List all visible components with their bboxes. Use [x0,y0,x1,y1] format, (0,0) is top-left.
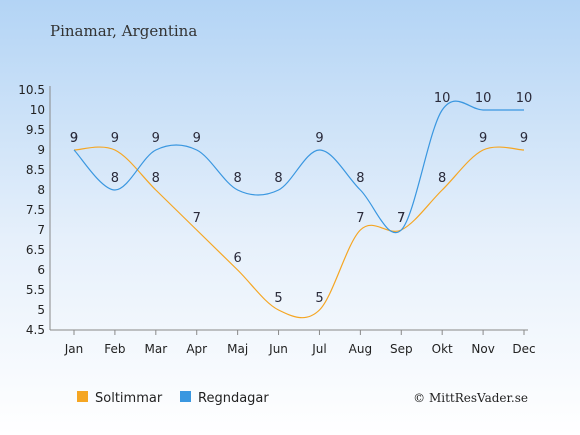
y-tick-label: 5 [37,303,45,317]
data-label-soltimmar: 9 [520,131,528,146]
data-label-regndagar: 8 [111,171,119,186]
y-tick-label: 7 [37,223,45,237]
data-label-regndagar: 10 [516,91,533,106]
y-tick-label: 9 [37,143,45,157]
x-tick-label: Apr [186,342,207,356]
data-label-regndagar: 8 [233,171,241,186]
data-label-soltimmar: 8 [438,171,446,186]
legend-swatch-regndagar [180,391,191,402]
data-label-soltimmar: 8 [152,171,160,186]
y-tick-label: 8.5 [26,163,45,177]
legend-label-regndagar: Regndagar [198,391,269,406]
data-label-soltimmar: 9 [111,131,119,146]
y-axis-ticks: 10.5 10 9.5 9 8.5 8 7.5 7 6.5 6 5.5 5 4.5 [18,83,45,337]
y-tick-label: 10 [30,103,45,117]
x-tick-label: Jan [64,342,84,356]
data-label-soltimmar: 9 [479,131,487,146]
data-label-regndagar: 8 [356,171,364,186]
y-tick-label: 9.5 [26,123,45,137]
x-tick-label: Mar [144,342,167,356]
legend: Soltimmar Regndagar [77,391,269,406]
y-tick-label: 8 [37,183,45,197]
data-label-regndagar: 9 [152,131,160,146]
legend-swatch-soltimmar [77,391,88,402]
data-label-soltimmar: 5 [274,291,282,306]
series-line-regndagar [73,100,524,234]
x-tick-label: Okt [432,342,453,356]
data-label-regndagar: 10 [475,91,492,106]
series-line-soltimmar [73,146,525,319]
copyright: © MittResVader.se [413,391,528,405]
x-tick-label: Aug [349,342,372,356]
x-tick-label: Maj [227,342,248,356]
x-tick-label: Nov [471,342,494,356]
y-tick-label: 6 [37,263,45,277]
x-tick-label: Jun [268,342,288,356]
x-tick-label: Dec [512,342,535,356]
data-label-regndagar: 9 [193,131,201,146]
data-label-regndagar: 9 [70,131,78,146]
data-label-soltimmar: 9 [70,131,78,146]
data-label-soltimmar: 7 [193,211,201,226]
data-label-regndagar: 9 [315,131,323,146]
x-tick-label: Sep [390,342,413,356]
y-tick-label: 10.5 [18,83,45,97]
data-label-regndagar: 8 [274,171,282,186]
chart-title: Pinamar, Argentina [50,22,197,40]
x-tick-label: Jul [311,342,326,356]
y-tick-label: 6.5 [26,243,45,257]
data-label-soltimmar: 6 [233,251,241,266]
data-label-soltimmar: 7 [397,211,405,226]
y-tick-label: 4.5 [26,323,45,337]
x-tick-label: Feb [104,342,125,356]
y-tick-label: 5.5 [26,283,45,297]
y-tick-label: 7.5 [26,203,45,217]
data-label-soltimmar: 7 [356,211,364,226]
series-lines [73,100,525,319]
legend-label-soltimmar: Soltimmar [95,391,163,406]
data-label-regndagar: 7 [397,211,405,226]
data-label-regndagar: 10 [434,91,451,106]
data-label-soltimmar: 5 [315,291,323,306]
x-axis-ticks: Jan Feb Mar Apr Maj Jun Jul Aug Sep Okt Nov Dec [64,330,536,356]
